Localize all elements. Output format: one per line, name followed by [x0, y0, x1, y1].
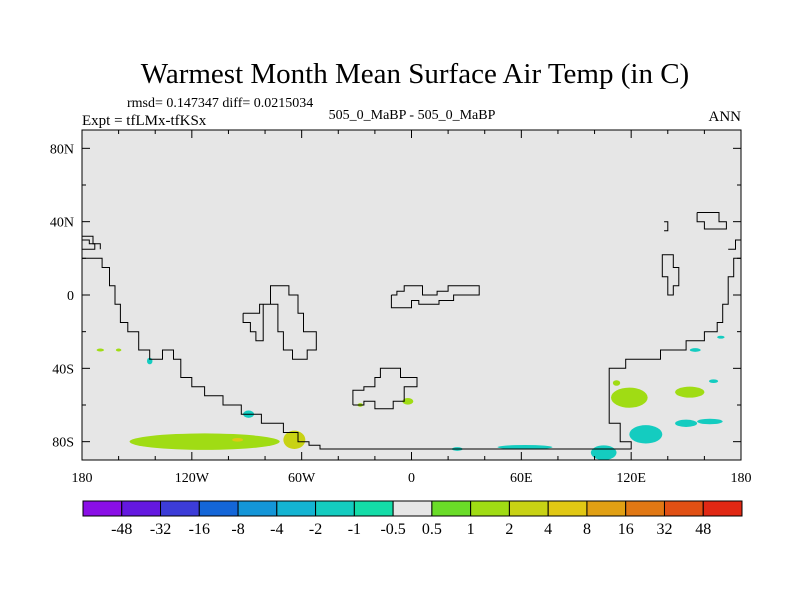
colorbar-label: -2 [309, 521, 322, 538]
x-tick-label: 180 [72, 471, 93, 486]
stats-label: rmsd= 0.147347 diff= 0.0215034 [127, 96, 313, 111]
coastline-contour [82, 257, 741, 450]
anomaly-patch [497, 444, 553, 450]
colorbar-swatch [547, 500, 588, 517]
anomaly-patch [697, 418, 723, 425]
anomaly-patch [115, 348, 122, 352]
colorbar-label: 32 [656, 521, 672, 538]
x-tick-label: 120E [616, 471, 646, 486]
colorbar-swatch [702, 500, 743, 517]
colorbar-label: 0.5 [422, 521, 442, 538]
anomaly-patch [708, 379, 719, 383]
anomaly-patch [675, 386, 705, 398]
colorbar-swatch [431, 500, 472, 517]
coastline-contour [82, 239, 96, 250]
coastline-contour [661, 254, 680, 296]
coastline-layer [82, 212, 741, 450]
anomaly-patch [629, 425, 663, 444]
season-label: ANN [709, 109, 742, 125]
coastline-contour [728, 239, 741, 250]
colorbar-label: 4 [544, 521, 552, 538]
colorbar-label: -1 [348, 521, 361, 538]
colorbar-swatch [82, 500, 123, 517]
coastline-contour [82, 235, 101, 250]
y-tick-label: 0 [67, 289, 74, 304]
anomaly-patch [612, 380, 621, 386]
y-tick-label: 80S [52, 436, 74, 451]
x-tick-label: 120W [175, 471, 210, 486]
colorbar-label: 8 [583, 521, 591, 538]
colorbar-swatch [353, 500, 394, 517]
colorbar-swatch [237, 500, 278, 517]
colorbar-swatch [392, 500, 433, 517]
map-field [82, 130, 741, 460]
anomaly-patch [402, 398, 414, 405]
anomaly-patch [611, 387, 648, 408]
coastline-contour [390, 285, 480, 309]
coastline-contour [664, 221, 669, 232]
y-tick-label: 40N [50, 216, 74, 231]
colorbar-label: 48 [695, 521, 711, 538]
colorbar-label: 1 [467, 521, 475, 538]
anomaly-patch [675, 419, 698, 428]
anomaly-patch [232, 438, 244, 442]
colorbar-swatch [315, 500, 355, 517]
colorbar-label: 2 [505, 521, 513, 538]
colorbar-swatch [160, 500, 200, 517]
colorbar-swatch [508, 500, 549, 517]
colorbar-label: -0.5 [380, 521, 405, 538]
colorbar-label: 16 [618, 521, 634, 538]
anomaly-patch [96, 348, 104, 352]
colorbar-swatch [276, 500, 317, 517]
colorbar-swatch [586, 500, 627, 517]
colorbar-swatch [470, 500, 510, 517]
anomaly-patch [283, 430, 306, 450]
anomaly-patch [689, 348, 701, 352]
anomaly-patch [219, 436, 264, 448]
colorbar-label: -16 [189, 521, 210, 538]
chart-title: Warmest Month Mean Surface Air Temp (in … [141, 58, 689, 90]
x-tick-label: 0 [408, 471, 415, 486]
x-tick-label: 180 [731, 471, 752, 486]
x-tick-label: 60E [510, 471, 533, 486]
experiment-label: Expt = tfLMx-tfKSx [82, 113, 207, 129]
colorbar-swatch [121, 500, 162, 517]
colorbar: -48 -32 -16 -8 -4 -2 -1 -0.5 0.5 1 2 4 8 16 32 48 [82, 500, 743, 538]
y-tick-label: 40S [52, 362, 74, 377]
coastline-contour [242, 285, 317, 360]
anomaly-patch [717, 335, 725, 339]
colorbar-label: -48 [111, 521, 132, 538]
colorbar-label: -4 [270, 521, 283, 538]
colorbar-swatch [625, 500, 665, 517]
colorbar-label: -8 [231, 521, 244, 538]
colorbar-swatch [663, 500, 704, 517]
colorbar-label: -32 [150, 521, 171, 538]
coastline-contour [696, 212, 727, 230]
axis-ticks: 180 120W 60W 0 60E 120E 180 80N 40N 0 40S 80S [50, 130, 752, 486]
period-label: 505_0_MaBP - 505_0_MaBP [329, 108, 496, 123]
colorbar-swatch [198, 500, 239, 517]
coastline-contour [352, 367, 418, 410]
x-tick-label: 60W [288, 471, 316, 486]
y-tick-label: 80N [50, 142, 74, 157]
